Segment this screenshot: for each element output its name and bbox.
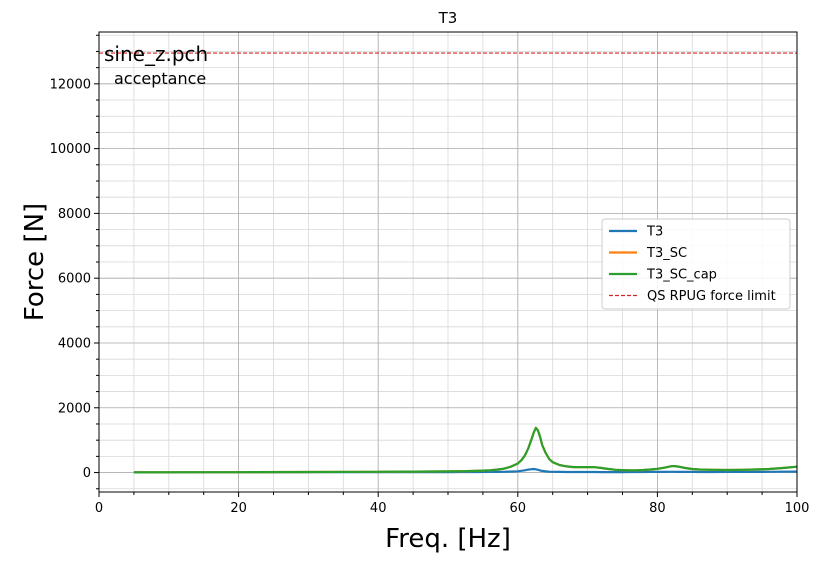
x-tick-label: 0 [95,501,103,516]
legend-label: T3_SC_cap [646,268,717,283]
y-axis-label: Force [N] [20,203,50,321]
series-lines [133,426,798,474]
axis-ticks: 0 20 40 60 80 100 0 2000 4000 6000 8000 10000 12000 [50,34,810,516]
x-tick-label: 80 [649,501,666,516]
x-axis-label: Freq. [Hz] [385,524,511,554]
x-tick-label: 100 [785,501,810,516]
y-tick-label: 4000 [58,336,91,351]
y-tick-label: 10000 [50,142,91,157]
y-tick-label: 8000 [58,207,91,222]
chart-title: T3 [438,9,458,27]
annotation-subtitle: acceptance [114,69,206,88]
x-tick-label: 20 [230,501,247,516]
legend: T3 T3_SC T3_SC_cap QS RPUG force limit [601,218,791,310]
series-line-t3-sc-cap [133,426,798,474]
legend-label: T3 [646,225,663,240]
y-tick-label: 2000 [58,401,91,416]
legend-box [601,218,791,310]
series-line-t3 [133,467,798,474]
x-tick-label: 60 [510,501,527,516]
y-tick-label: 12000 [50,77,91,92]
legend-label: T3_SC [646,246,687,261]
y-tick-label: 0 [83,466,91,481]
annotations: sine_z.pch acceptance [104,42,208,88]
legend-label: QS RPUG force limit [647,289,776,304]
x-tick-label: 40 [370,501,387,516]
y-tick-label: 6000 [58,272,91,287]
annotation-file-name: sine_z.pch [104,42,208,66]
